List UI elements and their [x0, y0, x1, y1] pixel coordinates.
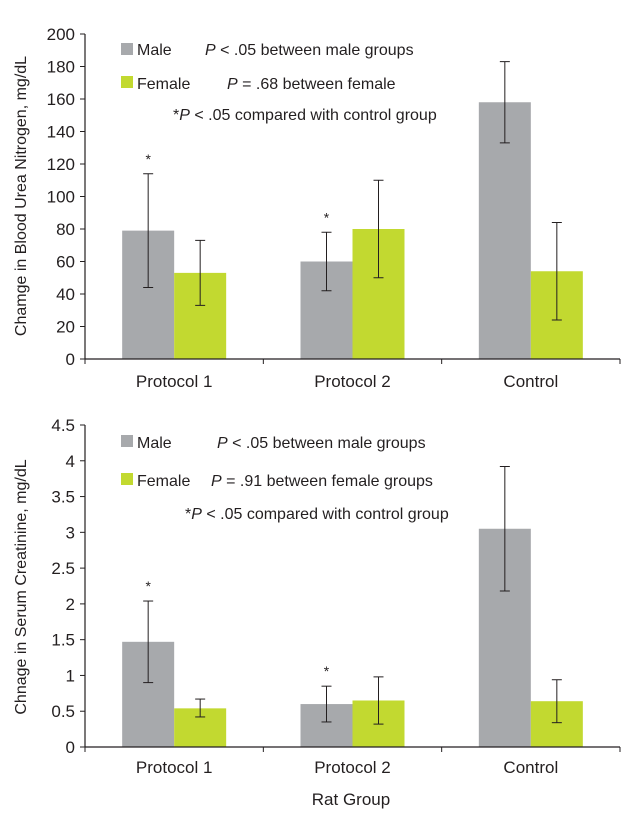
creatinine-chart-categories: Protocol 1 Protocol 2 Control [136, 758, 558, 777]
bun-y-tick-label: 200 [47, 25, 75, 44]
bun-chart-categories: Protocol 1 Protocol 2 Control [136, 372, 558, 391]
bun-y-tick-label: 20 [56, 318, 75, 337]
creatinine-y-tick-label: 0.5 [51, 702, 75, 721]
bun-note-female: P = .68 between female [227, 76, 396, 93]
bun-bar-male-3 [478, 102, 531, 359]
bun-category-label: Control [503, 372, 558, 391]
bun-y-tick-label: 180 [47, 58, 75, 77]
bun-note-male: P < .05 between male groups [205, 42, 414, 59]
bun-category-label: Protocol 2 [314, 372, 391, 391]
creatinine-y-axis-title: Chnage in Serum Creatinine, mg/dL [13, 459, 30, 714]
creatinine-note-male: P < .05 between male groups [217, 435, 426, 452]
bun-category-label: Protocol 1 [136, 372, 213, 391]
bun-significance-mark: * [145, 151, 151, 167]
creatinine-y-tick-label: 0 [66, 738, 75, 757]
bun-y-tick-label: 140 [47, 123, 75, 142]
bun-y-tick-label: 40 [56, 285, 75, 304]
bun-y-tick-label: 0 [66, 350, 75, 369]
creatinine-y-tick-label: 1.5 [51, 631, 75, 650]
creatinine-note-female: P = .91 between female groups [211, 473, 433, 490]
bun-y-tick-label: 120 [47, 155, 75, 174]
creatinine-chart-marks: ** [122, 466, 583, 747]
x-axis-title: Rat Group [312, 790, 390, 809]
creatinine-note-control: *P < .05 compared with control group [185, 506, 449, 523]
bun-y-tick-label: 100 [47, 188, 75, 207]
bun-y-tick-label: 160 [47, 90, 75, 109]
creatinine-y-tick-label: 1 [66, 666, 75, 685]
creatinine-category-label: Control [503, 758, 558, 777]
creatinine-y-tick-label: 2 [66, 595, 75, 614]
creatinine-y-tick-label: 4.5 [51, 416, 75, 435]
bun-legend-male-label: Male [137, 42, 172, 59]
creatinine-significance-mark: * [324, 663, 330, 679]
creatinine-y-tick-label: 2.5 [51, 559, 75, 578]
creatinine-category-label: Protocol 1 [136, 758, 213, 777]
creatinine-legend-female-label: Female [137, 473, 190, 490]
bun-legend-female-label: Female [137, 76, 190, 93]
creatinine-significance-mark: * [145, 578, 151, 594]
creatinine-y-tick-label: 3.5 [51, 488, 75, 507]
bun-legend-female-swatch [121, 76, 133, 88]
creatinine-legend-female-swatch [121, 473, 133, 485]
bun-y-tick-label: 60 [56, 253, 75, 272]
bun-y-tick-label: 80 [56, 220, 75, 239]
creatinine-legend-male-label: Male [137, 435, 172, 452]
bun-y-axis-title: Chamge in Blood Urea Nitrogen, mg/dL [13, 56, 30, 336]
bun-note-control: *P < .05 compared with control group [173, 107, 437, 124]
creatinine-chart-ticks: 0 0.5 1 1.5 2 2.5 3 3.5 4 4.5 [51, 416, 621, 757]
creatinine-chart: ** 00.511.522.533.544.5 Protocol 1 Protoc… [13, 416, 621, 777]
bun-legend-male-swatch [121, 43, 133, 55]
creatinine-category-label: Protocol 2 [314, 758, 391, 777]
bun-chart-marks: ** [122, 61, 583, 359]
bun-significance-mark: * [324, 209, 330, 225]
bun-chart-ticks: 0 20 40 60 80 100 120 140 160 180 200 [47, 25, 621, 369]
creatinine-legend-male-swatch [121, 435, 133, 447]
creatinine-y-tick-label: 4 [66, 452, 75, 471]
creatinine-y-tick-label: 3 [66, 523, 75, 542]
